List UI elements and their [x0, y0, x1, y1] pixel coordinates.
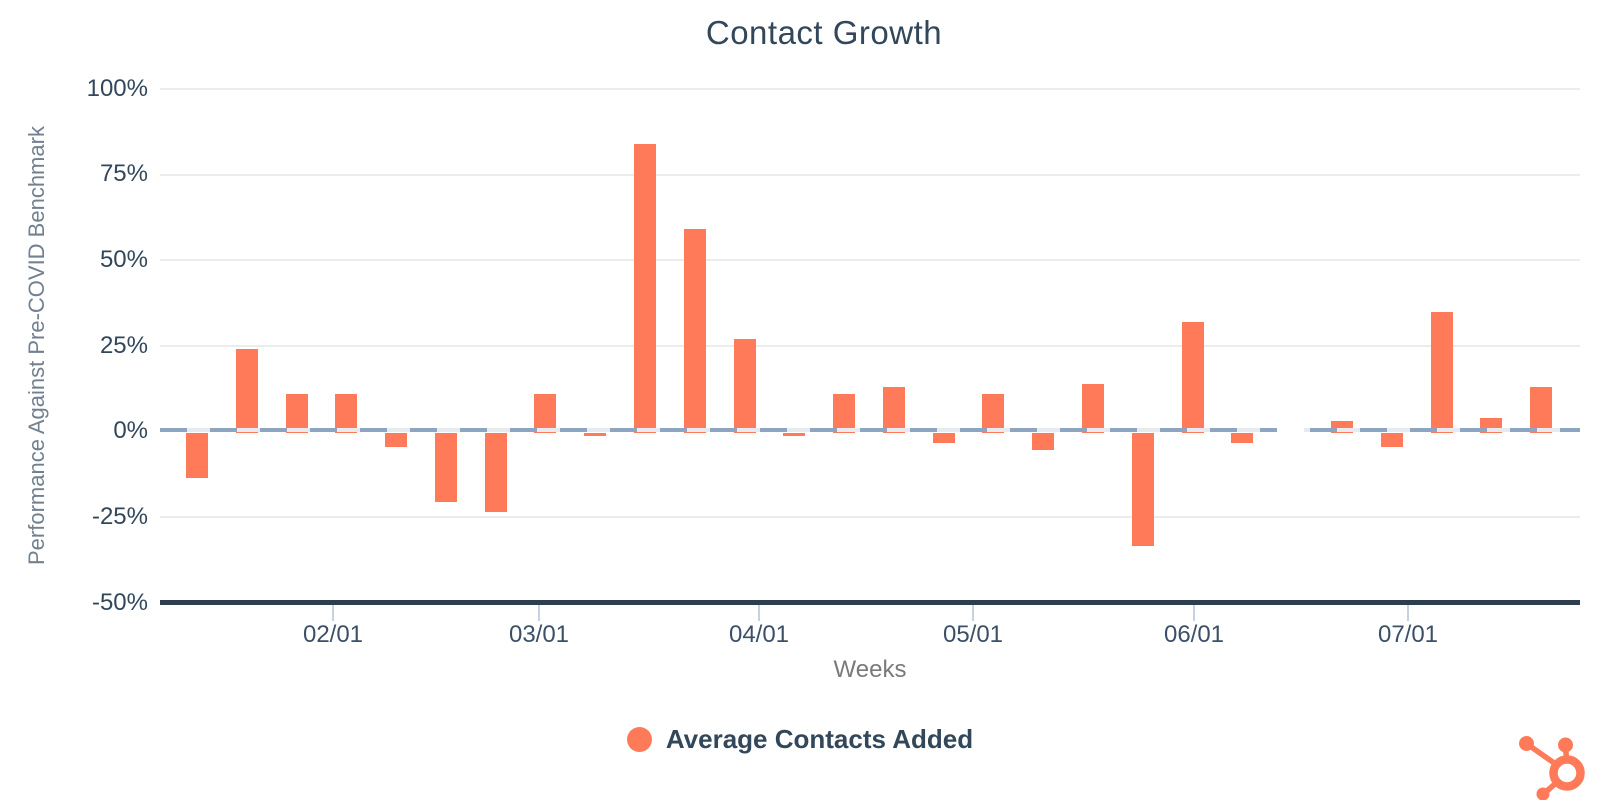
bar-week-12[interactable]: [733, 339, 756, 433]
x-tick-mark-jul: [1407, 605, 1409, 621]
bar-week-9[interactable]: [584, 433, 607, 437]
x-tick-label-feb: 02/01: [302, 621, 364, 648]
x-tick-label-apr: 04/01: [728, 621, 790, 648]
gridline-50: [160, 259, 1580, 261]
y-tick-label-neg25: -25%: [91, 503, 148, 530]
gridline-100: [160, 88, 1580, 90]
bar-week-16[interactable]: [932, 433, 955, 444]
bar-week-22[interactable]: [1231, 433, 1254, 444]
gridline-75: [160, 174, 1580, 176]
gridline-neg25: [160, 516, 1580, 518]
bar-week-19[interactable]: [1082, 383, 1105, 433]
legend: Average Contacts Added: [0, 724, 1600, 755]
x-tick-mark-jun: [1193, 605, 1195, 621]
bar-week-17[interactable]: [982, 393, 1005, 433]
x-tick-label-may: 05/01: [942, 621, 1004, 648]
x-axis-line: [160, 600, 1580, 605]
x-tick-mark-may: [972, 605, 974, 621]
bar-week-13[interactable]: [783, 433, 806, 437]
chart-title: Contact Growth: [705, 14, 943, 51]
bar-week-2[interactable]: [235, 349, 258, 433]
bar-week-3[interactable]: [285, 393, 308, 433]
benchmark-zero-line: [160, 428, 1580, 432]
x-tick-label-mar: 03/01: [508, 621, 570, 648]
legend-item-average-contacts-added[interactable]: Average Contacts Added: [626, 724, 974, 755]
x-axis-title: Weeks: [833, 656, 907, 683]
bar-week-4[interactable]: [335, 393, 358, 433]
x-tick-label-jul: 07/01: [1377, 621, 1439, 648]
bar-week-6[interactable]: [434, 433, 457, 502]
bar-week-15[interactable]: [882, 386, 905, 433]
benchmark-line-gap: [1277, 426, 1304, 434]
x-tick-mark-apr: [758, 605, 760, 621]
bar-week-1[interactable]: [186, 433, 208, 478]
bar-week-24[interactable]: [1330, 421, 1353, 433]
bar-week-21[interactable]: [1181, 321, 1204, 433]
bar-week-18[interactable]: [1032, 433, 1055, 451]
y-tick-label-100: 100%: [86, 75, 148, 102]
bar-week-5[interactable]: [385, 433, 408, 447]
bar-week-11[interactable]: [683, 229, 706, 433]
gridline-25: [160, 345, 1580, 347]
y-tick-label-50: 50%: [99, 246, 148, 273]
bar-week-25[interactable]: [1380, 433, 1403, 447]
y-tick-label-0: 0%: [113, 417, 148, 444]
x-tick-mark-mar: [538, 605, 540, 621]
bar-week-14[interactable]: [833, 393, 856, 433]
legend-label: Average Contacts Added: [665, 724, 974, 754]
bar-week-20[interactable]: [1131, 433, 1154, 547]
bar-week-7[interactable]: [484, 433, 507, 512]
bar-week-26[interactable]: [1430, 311, 1453, 433]
y-tick-label-75: 75%: [99, 160, 148, 187]
y-tick-label-neg50: -50%: [91, 589, 148, 616]
x-tick-mark-feb: [332, 605, 334, 621]
bar-week-8[interactable]: [534, 393, 557, 433]
x-tick-label-jun: 06/01: [1163, 621, 1225, 648]
hubspot-logo-icon: [1519, 736, 1585, 800]
y-tick-label-25: 25%: [99, 332, 148, 359]
bar-week-28[interactable]: [1530, 386, 1553, 433]
legend-marker-icon: [626, 727, 652, 752]
bar-week-10[interactable]: [634, 143, 657, 433]
